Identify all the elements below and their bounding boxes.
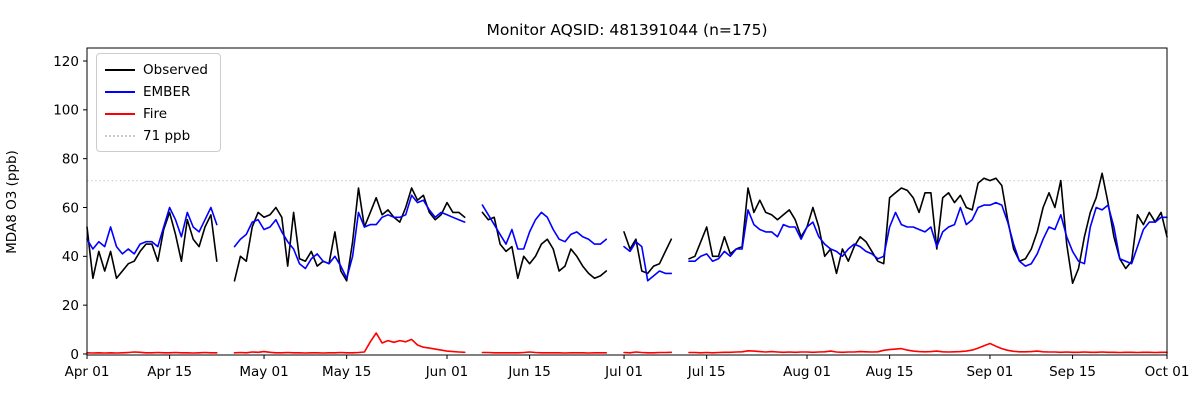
observed-line-swatch (105, 69, 135, 71)
series-ember-line (86, 194, 1168, 282)
x-tick-label: Apr 01 (65, 364, 110, 380)
y-axis-label: MDA8 O3 (ppb) (4, 150, 20, 254)
legend-item-ember: EMBER (97, 81, 220, 103)
axes-background (87, 48, 1167, 355)
x-tick-label: Apr 15 (147, 364, 192, 380)
x-tick-label: Aug 01 (783, 364, 831, 380)
y-tick-label: 80 (62, 151, 79, 167)
fire-line-swatch (105, 113, 135, 115)
axes-spines (86, 47, 1168, 356)
legend-label-observed: Observed (143, 62, 208, 78)
series-fire-line (86, 332, 1168, 354)
x-tick-label: Sep 01 (966, 364, 1013, 380)
x-tick-label: Jun 15 (507, 364, 551, 380)
ember-line-swatch (105, 91, 135, 93)
chart-title: Monitor AQSID: 481391044 (n=175) (486, 21, 768, 39)
legend-label-fire: Fire (143, 106, 168, 122)
y-tick-label: 40 (62, 249, 79, 265)
legend: Observed EMBER Fire 71 ppb (96, 53, 221, 152)
x-tick-label: Oct 01 (1145, 364, 1190, 380)
legend-item-threshold: 71 ppb (97, 125, 220, 147)
legend-label-ember: EMBER (143, 84, 191, 100)
y-tick-label: 100 (53, 103, 79, 119)
x-tick-label: May 15 (322, 364, 371, 380)
x-tick-label: May 01 (239, 364, 288, 380)
legend-label-threshold: 71 ppb (143, 128, 191, 144)
y-tick-label: 20 (62, 298, 79, 314)
x-tick-label: Sep 15 (1049, 364, 1096, 380)
y-tick-label: 60 (62, 200, 79, 216)
threshold-line-swatch (105, 135, 135, 137)
legend-item-observed: Observed (97, 59, 220, 81)
x-tick-label: Aug 15 (866, 364, 914, 380)
x-tick-label: Jun 01 (425, 364, 469, 380)
x-tick-label: Jul 15 (687, 364, 726, 380)
series-observed-line (86, 172, 1168, 284)
x-tick-label: Jul 01 (604, 364, 643, 380)
y-tick-label: 0 (70, 347, 79, 363)
y-tick-label: 120 (53, 54, 79, 70)
legend-item-fire: Fire (97, 103, 220, 125)
